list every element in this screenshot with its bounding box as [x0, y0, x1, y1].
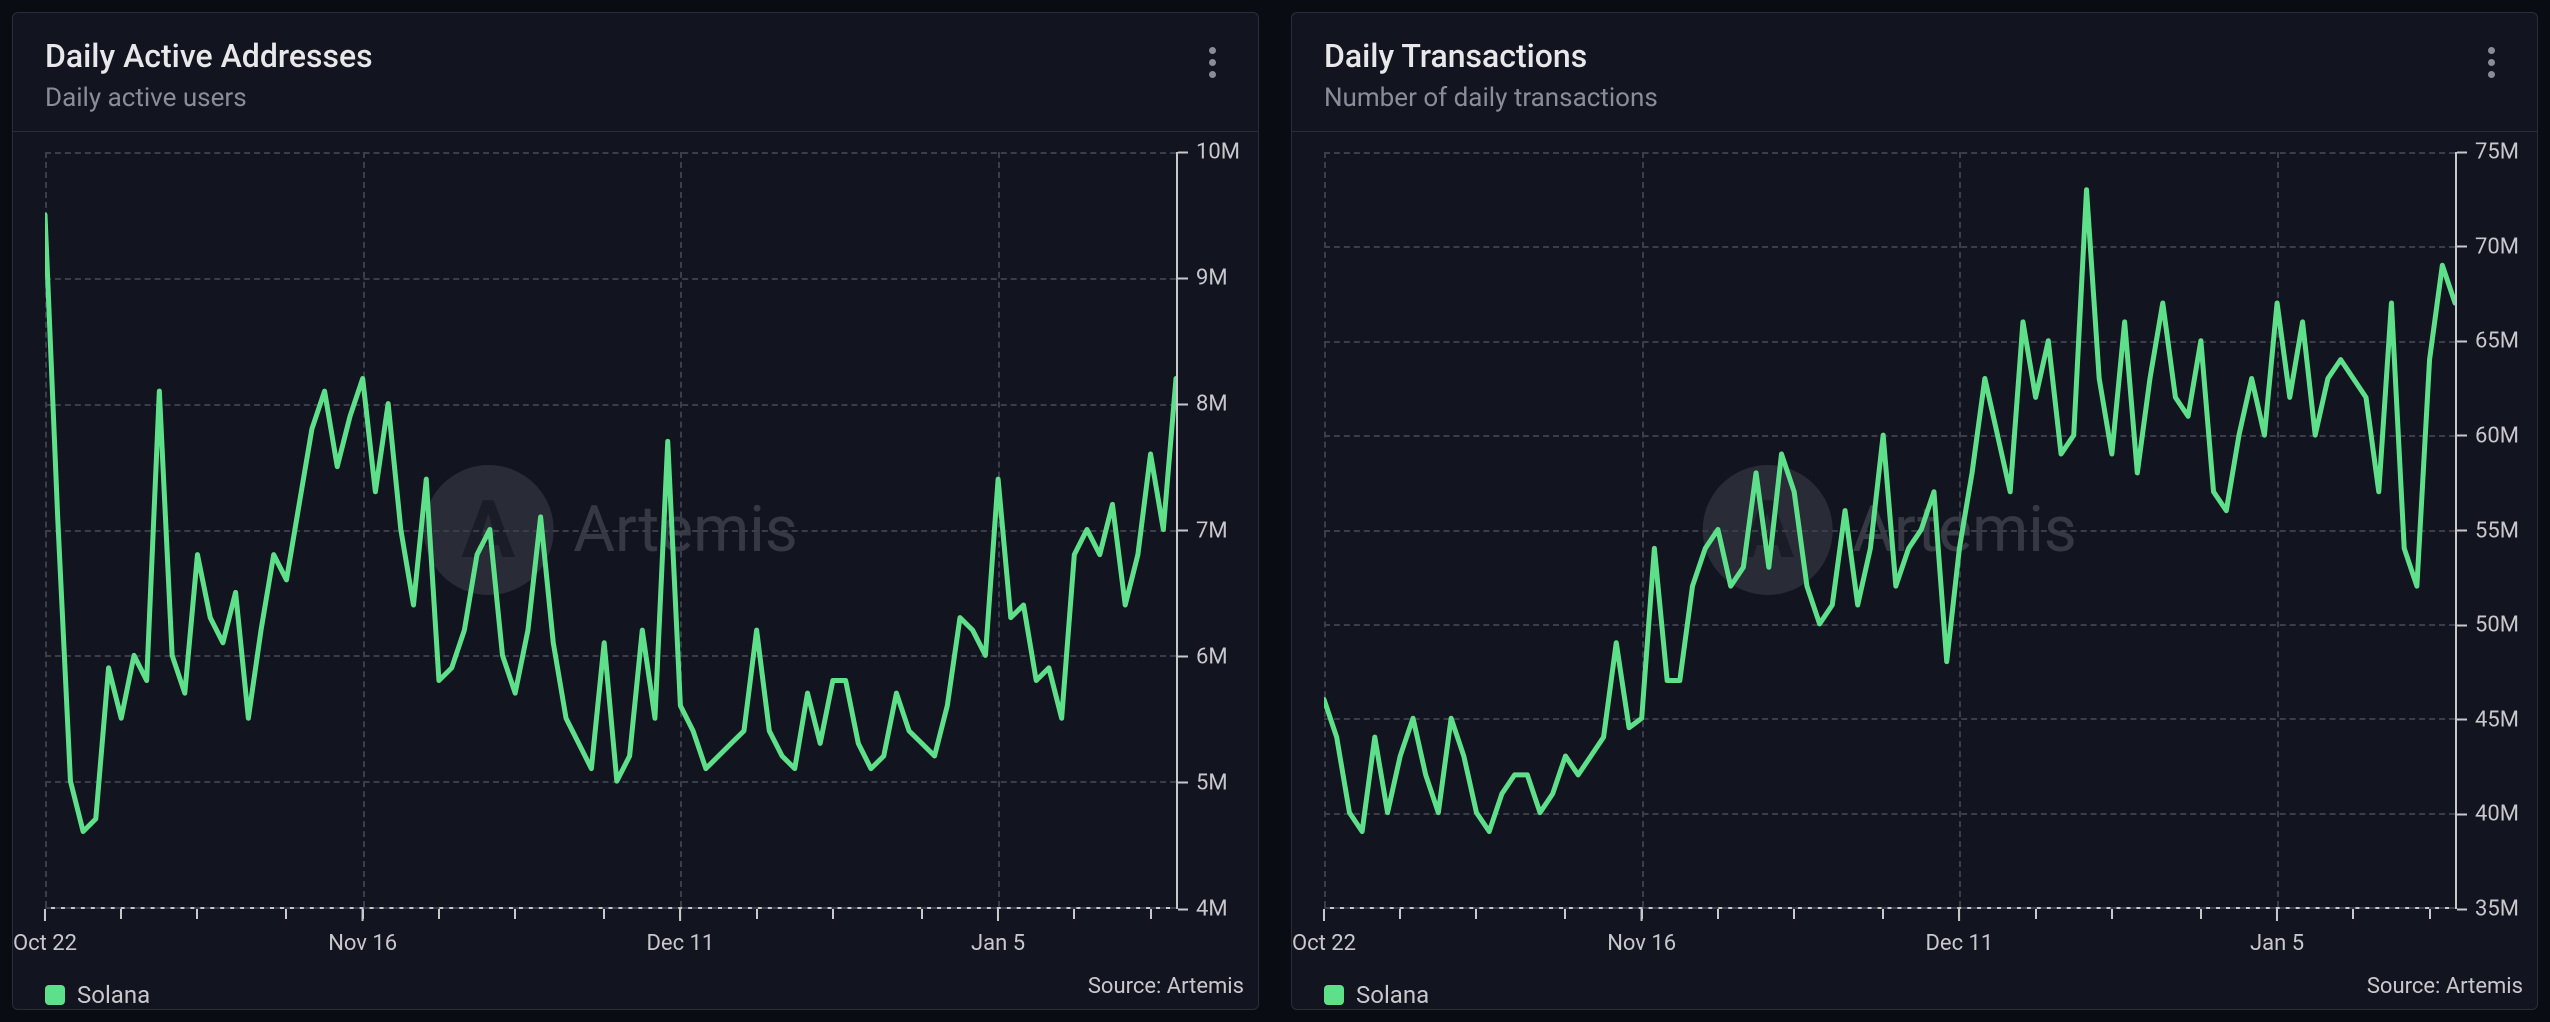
- legend-swatch: [45, 985, 65, 1005]
- y-axis: 35M40M45M50M55M60M65M70M75M: [2455, 152, 2525, 909]
- y-tick: 70M: [2457, 234, 2525, 259]
- x-tick-minor: [2035, 909, 2037, 919]
- legend: Solana: [1324, 965, 2525, 1009]
- y-tick: 75M: [2457, 140, 2525, 165]
- y-axis: 4M5M6M7M8M9M10M: [1176, 152, 1246, 909]
- x-tick-minor: [1717, 909, 1719, 919]
- x-tick-minor: [1882, 909, 1884, 919]
- panel-subtitle: Number of daily transactions: [1324, 83, 1658, 113]
- x-tick-minor: [2352, 909, 2354, 919]
- panel-title: Daily Transactions: [1324, 37, 1658, 75]
- y-tick: 6M: [1178, 644, 1246, 669]
- y-tick: 55M: [2457, 518, 2525, 543]
- x-tick-minor: [756, 909, 758, 919]
- x-tick-minor: [1564, 909, 1566, 919]
- source-label: Source: Artemis: [1088, 974, 1244, 999]
- x-tick-minor: [285, 909, 287, 919]
- y-tick: 8M: [1178, 392, 1246, 417]
- panel-header: Daily Active Addresses Daily active users: [13, 13, 1258, 132]
- x-tick-minor: [921, 909, 923, 919]
- x-tick: Nov 16: [328, 909, 397, 956]
- x-tick-minor: [1399, 909, 1401, 919]
- x-tick-minor: [196, 909, 198, 919]
- y-tick: 50M: [2457, 613, 2525, 638]
- chart-body: AArtemis35M40M45M50M55M60M65M70M75MOct 2…: [1292, 132, 2537, 1009]
- y-tick: 10M: [1178, 140, 1246, 165]
- x-tick-minor: [1793, 909, 1795, 919]
- x-tick: Dec 11: [1925, 909, 1993, 956]
- legend-swatch: [1324, 985, 1344, 1005]
- x-axis: Oct 22Nov 16Dec 11Jan 5: [1324, 909, 2525, 965]
- legend-label: Solana: [1356, 981, 1429, 1009]
- chart-panel: Daily Transactions Number of daily transa…: [1291, 12, 2538, 1010]
- panel-subtitle: Daily active users: [45, 83, 373, 113]
- legend: Solana: [45, 965, 1246, 1009]
- panel-header: Daily Transactions Number of daily transa…: [1292, 13, 2537, 132]
- kebab-menu-icon[interactable]: [1199, 37, 1226, 88]
- plot-area: AArtemis: [1324, 152, 2455, 909]
- y-tick: 40M: [2457, 802, 2525, 827]
- y-tick: 45M: [2457, 707, 2525, 732]
- y-tick: 7M: [1178, 518, 1246, 543]
- x-tick-minor: [514, 909, 516, 919]
- x-tick-minor: [603, 909, 605, 919]
- x-tick: Jan 5: [971, 909, 1025, 956]
- x-tick: Nov 16: [1607, 909, 1676, 956]
- y-tick: 9M: [1178, 266, 1246, 291]
- x-tick-minor: [1073, 909, 1075, 919]
- x-tick-minor: [832, 909, 834, 919]
- x-tick: Oct 22: [13, 909, 77, 956]
- y-tick: 5M: [1178, 770, 1246, 795]
- x-tick: Oct 22: [1292, 909, 1356, 956]
- y-tick: 60M: [2457, 423, 2525, 448]
- line-series: [45, 152, 1176, 907]
- x-tick-minor: [2200, 909, 2202, 919]
- kebab-menu-icon[interactable]: [2478, 37, 2505, 88]
- legend-label: Solana: [77, 981, 150, 1009]
- x-tick-minor: [120, 909, 122, 919]
- x-tick-minor: [2111, 909, 2113, 919]
- x-tick: Jan 5: [2250, 909, 2304, 956]
- source-label: Source: Artemis: [2367, 974, 2523, 999]
- plot-area: AArtemis: [45, 152, 1176, 909]
- x-tick-minor: [438, 909, 440, 919]
- chart-body: AArtemis4M5M6M7M8M9M10MOct 22Nov 16Dec 1…: [13, 132, 1258, 1009]
- x-tick-minor: [2429, 909, 2431, 919]
- chart-panel: Daily Active Addresses Daily active users…: [12, 12, 1259, 1010]
- panel-title: Daily Active Addresses: [45, 37, 373, 75]
- x-tick-minor: [1150, 909, 1152, 919]
- y-tick: 65M: [2457, 329, 2525, 354]
- line-series: [1324, 152, 2455, 907]
- x-tick-minor: [1475, 909, 1477, 919]
- x-axis: Oct 22Nov 16Dec 11Jan 5: [45, 909, 1246, 965]
- x-tick: Dec 11: [646, 909, 714, 956]
